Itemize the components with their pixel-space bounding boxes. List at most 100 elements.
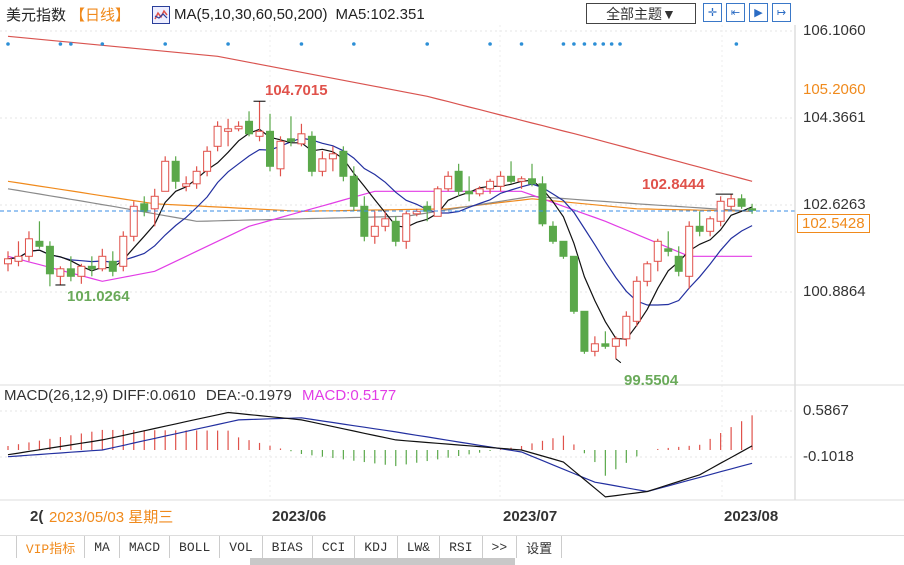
- tab-cci[interactable]: CCI: [313, 536, 356, 558]
- candle-up: [150, 188, 159, 227]
- ma-chart-icon[interactable]: [152, 5, 171, 24]
- candle-up: [402, 211, 411, 249]
- theme-select[interactable]: 全部主题▼: [586, 3, 696, 24]
- ma200-line: [7, 35, 753, 182]
- signal-dot: [582, 42, 587, 46]
- candle-body: [674, 255, 683, 272]
- candle-down: [286, 116, 295, 147]
- candle-up: [77, 263, 86, 284]
- candle-up: [486, 178, 495, 194]
- candle-up: [590, 336, 599, 357]
- high-marker-label: 104.7015: [265, 82, 328, 99]
- candle-up: [129, 201, 138, 242]
- candle-body: [140, 203, 149, 212]
- candle-up: [213, 121, 222, 152]
- candle-body: [245, 120, 254, 135]
- signal-dot: [163, 42, 167, 46]
- candle-up: [161, 156, 170, 192]
- ma30-line: [7, 190, 753, 282]
- candle-body: [203, 150, 212, 172]
- horizontal-scrollbar[interactable]: [250, 558, 515, 565]
- macd-header: MACD(26,12,9) DIFF:0.0610 DEA:-0.1979 MA…: [4, 387, 396, 404]
- candle-up: [24, 231, 33, 262]
- candle-down: [266, 113, 274, 172]
- tab-vip[interactable]: VIP指标: [17, 536, 86, 558]
- signal-dot: [561, 42, 566, 46]
- candle-body: [286, 138, 295, 142]
- candle-up: [370, 211, 379, 244]
- candle-body: [727, 198, 736, 207]
- candle-down: [454, 163, 463, 197]
- candle-down: [465, 176, 474, 202]
- candle-body: [339, 150, 348, 177]
- candle-body: [77, 265, 86, 277]
- macd-value: MACD:0.5177: [301, 387, 397, 404]
- tab-macd[interactable]: MACD: [120, 536, 171, 558]
- candles: [4, 100, 757, 364]
- tab-rsi[interactable]: RSI: [440, 536, 483, 558]
- indicator-tabs: VIP指标 MA MACD BOLL VOL BIAS CCI KDJ LW& …: [0, 535, 904, 558]
- current-price-label: 102.5428: [797, 214, 870, 233]
- jump-end-icon[interactable]: ↦: [772, 3, 791, 22]
- price-axis-label: 104.3661: [803, 109, 866, 126]
- candle-down: [391, 216, 400, 247]
- candle-up: [297, 123, 306, 147]
- candle-body: [14, 255, 23, 262]
- candle-body: [632, 280, 641, 322]
- tab-vol[interactable]: VOL: [220, 536, 263, 558]
- candle-down: [360, 196, 369, 242]
- tab-more[interactable]: >>: [483, 536, 518, 558]
- candle-body: [307, 135, 316, 172]
- candle-up: [433, 186, 442, 217]
- candle-body: [517, 178, 526, 182]
- zoom-range-icon[interactable]: ⇤: [726, 3, 745, 22]
- candle-body: [213, 125, 222, 147]
- candle-down: [45, 241, 54, 287]
- recent-high-marker-label: 102.8444: [642, 176, 705, 193]
- macd-panel: [7, 411, 753, 498]
- candle-down: [140, 196, 149, 217]
- tab-boll[interactable]: BOLL: [170, 536, 221, 558]
- signal-dot: [226, 42, 230, 46]
- candle-up: [381, 211, 390, 232]
- candle-down: [664, 231, 673, 257]
- candle-body: [538, 183, 547, 225]
- ma5-value: MA5:102.351: [335, 6, 425, 23]
- candle-up: [255, 101, 264, 142]
- candle-body: [475, 188, 484, 195]
- price-axis-label: 102.6263: [803, 196, 866, 213]
- candlestick-chart[interactable]: [0, 0, 904, 535]
- candle-body: [129, 205, 138, 237]
- candle-body: [664, 248, 673, 252]
- tab-settings[interactable]: 设置: [517, 536, 563, 558]
- tab-bias[interactable]: BIAS: [263, 536, 313, 558]
- candle-body: [695, 225, 704, 232]
- signal-dots: [6, 42, 739, 46]
- candle-down: [66, 256, 75, 282]
- early-low-marker-label: 101.0264: [67, 288, 130, 305]
- tab-ma[interactable]: MA: [85, 536, 120, 558]
- tab-kdj[interactable]: KDJ: [355, 536, 398, 558]
- candle-body: [349, 175, 358, 207]
- play-icon[interactable]: ▶: [749, 3, 768, 22]
- crosshair-icon[interactable]: ✛: [703, 3, 722, 22]
- candle-up: [444, 171, 453, 192]
- candle-body: [643, 263, 652, 282]
- low-marker-label: 99.5504: [624, 372, 679, 389]
- candle-up: [182, 176, 191, 192]
- dea-line: [7, 417, 753, 493]
- candle-body: [507, 175, 516, 182]
- candle-body: [4, 258, 12, 265]
- candle-body: [171, 160, 180, 182]
- ma10-line: [7, 137, 753, 306]
- candle-body: [234, 125, 243, 130]
- tab-lwr[interactable]: LW&: [398, 536, 441, 558]
- candle-body: [66, 268, 75, 277]
- candle-body: [706, 218, 715, 232]
- timeframe-label[interactable]: 【日线】: [70, 7, 131, 24]
- candle-body: [748, 208, 757, 211]
- diff-value: DIFF:0.0610: [112, 387, 196, 404]
- candle-up: [517, 176, 526, 189]
- candle-body: [569, 255, 578, 312]
- candle-up: [4, 251, 12, 272]
